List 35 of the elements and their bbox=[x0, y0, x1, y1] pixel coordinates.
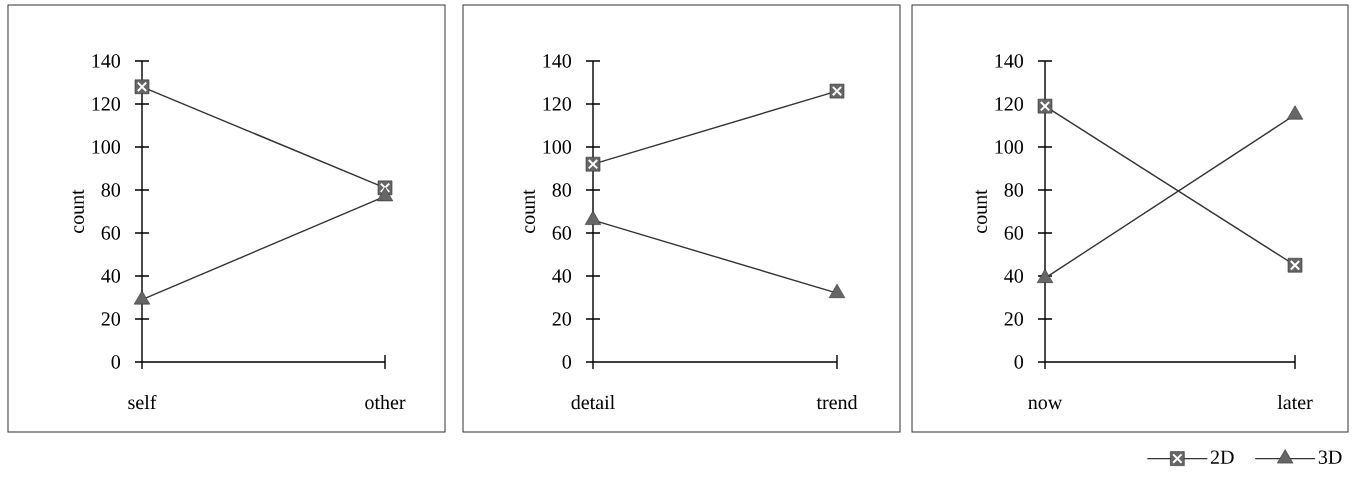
y-tick-label: 0 bbox=[1014, 355, 1024, 369]
y-tick-label: 60 bbox=[552, 226, 572, 240]
x-tick-label: detail bbox=[571, 395, 615, 410]
y-tick-label: 0 bbox=[562, 355, 572, 369]
y-tick-label: 20 bbox=[101, 312, 121, 326]
y-tick-label: 140 bbox=[543, 54, 572, 68]
y-tick-label: 100 bbox=[543, 140, 572, 154]
y-tick-label: 0 bbox=[111, 355, 121, 369]
x-tick-label: later bbox=[1277, 395, 1313, 410]
y-tick-label: 40 bbox=[101, 269, 121, 283]
y-tick-label: 140 bbox=[92, 54, 121, 68]
legend-label: 3D bbox=[1318, 450, 1342, 464]
y-axis-title: count bbox=[523, 189, 535, 233]
y-tick-label: 40 bbox=[552, 269, 572, 283]
y-tick-label: 140 bbox=[995, 54, 1024, 68]
y-tick-label: 120 bbox=[92, 97, 121, 111]
y-tick-label: 100 bbox=[995, 140, 1024, 154]
x-tick-label: other bbox=[365, 395, 406, 410]
y-tick-label: 80 bbox=[552, 183, 572, 197]
y-tick-label: 120 bbox=[995, 97, 1024, 111]
y-tick-label: 60 bbox=[1004, 226, 1024, 240]
y-axis-title: count bbox=[975, 189, 987, 233]
y-tick-label: 100 bbox=[92, 140, 121, 154]
y-tick-label: 20 bbox=[552, 312, 572, 326]
y-tick-label: 80 bbox=[101, 183, 121, 197]
legend-label: 2D bbox=[1210, 450, 1234, 464]
y-axis-title: count bbox=[72, 189, 84, 233]
y-tick-label: 60 bbox=[101, 226, 121, 240]
y-tick-label: 80 bbox=[1004, 183, 1024, 197]
x-tick-label: trend bbox=[816, 395, 858, 410]
y-tick-label: 20 bbox=[1004, 312, 1024, 326]
x-tick-label: self bbox=[128, 394, 157, 410]
y-tick-label: 120 bbox=[543, 97, 572, 111]
x-tick-label: now bbox=[1028, 399, 1063, 410]
y-tick-label: 40 bbox=[1004, 269, 1024, 283]
